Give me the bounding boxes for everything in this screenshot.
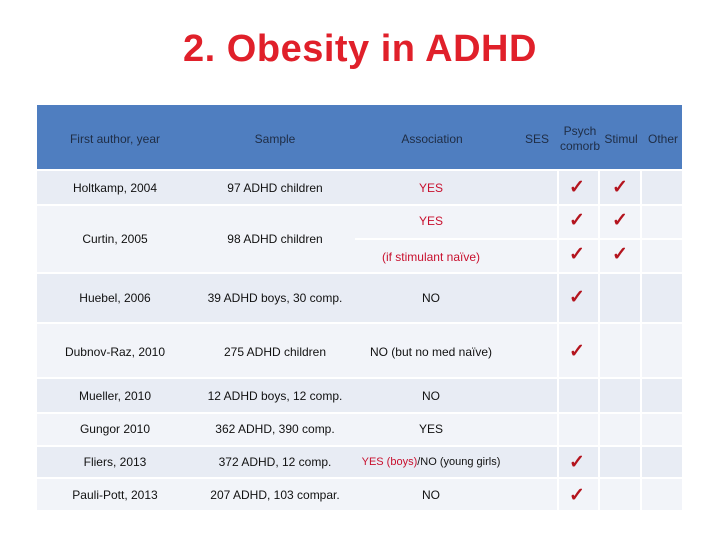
psych-check-icon: ✓ (569, 210, 585, 231)
row-sample: 98 ADHD children (227, 232, 323, 246)
association-boys: YES (boys) (361, 456, 418, 468)
table-row (37, 414, 682, 445)
header-stimul: Stimul (604, 132, 638, 146)
col-divider (557, 171, 559, 510)
row-sample: 372 ADHD, 12 comp. (218, 455, 332, 469)
table-row (37, 274, 682, 322)
header-psych: Psych (563, 124, 597, 138)
header-sample: Sample (254, 132, 296, 146)
psych-check-icon: ✓ (569, 287, 585, 308)
table-row (37, 171, 682, 204)
row-sample: 207 ADHD, 103 compar. (210, 488, 340, 502)
psych-check-icon: ✓ (569, 341, 585, 362)
psych-check-icon: ✓ (569, 485, 585, 506)
page-title: 2. Obesity in ADHD (183, 28, 537, 70)
header-association: Association (401, 132, 463, 146)
row-association: YES (boys)/NO (young girls) (350, 455, 512, 469)
table-header (37, 105, 682, 169)
row-association: YES (418, 181, 443, 195)
row-association: NO (but no med naïve) (369, 345, 493, 359)
stimul-check-icon: ✓ (612, 210, 628, 231)
header-author: First author, year (69, 132, 161, 146)
header-other: Other (647, 132, 678, 146)
col-divider (640, 171, 642, 510)
psych-check-icon: ✓ (569, 244, 585, 265)
row-association: NO (422, 291, 440, 305)
row-author: Dubnov-Raz, 2010 (64, 345, 166, 359)
row-author: Pauli-Pott, 2013 (72, 488, 158, 502)
row-author: Fliers, 2013 (83, 455, 147, 469)
stimul-check-icon: ✓ (612, 177, 628, 198)
row-author: Curtin, 2005 (82, 232, 148, 246)
row-association: NO (422, 488, 440, 502)
row-association-note: (if stimulant naïve) (381, 250, 481, 264)
row-association: NO (422, 389, 440, 403)
table-row (37, 379, 682, 412)
psych-check-icon: ✓ (569, 452, 585, 473)
row-author: Gungor 2010 (79, 422, 151, 436)
row-author: Mueller, 2010 (78, 389, 152, 403)
header-psych-comorb: Psych comorb (555, 124, 605, 154)
table-row (37, 324, 682, 377)
header-comorb: comorb (559, 139, 600, 153)
curtin-subrow-divider (355, 238, 682, 240)
stimul-check-icon: ✓ (612, 244, 628, 265)
table-row (37, 447, 682, 477)
psych-check-icon: ✓ (569, 177, 585, 198)
table-row (37, 479, 682, 510)
row-sample: 39 ADHD boys, 30 comp. (207, 291, 343, 305)
row-author: Huebel, 2006 (79, 291, 151, 305)
row-sample: 275 ADHD children (223, 345, 327, 359)
row-sample: 362 ADHD, 390 comp. (215, 422, 335, 436)
row-sample: 97 ADHD children (227, 181, 323, 195)
row-author: Holtkamp, 2004 (72, 181, 158, 195)
row-association: YES (418, 422, 443, 436)
row-sample: 12 ADHD boys, 12 comp. (207, 389, 343, 403)
association-girls: /NO (young girls) (417, 456, 501, 468)
col-divider (598, 171, 600, 510)
header-ses: SES (524, 132, 549, 146)
row-association: YES (418, 214, 443, 228)
